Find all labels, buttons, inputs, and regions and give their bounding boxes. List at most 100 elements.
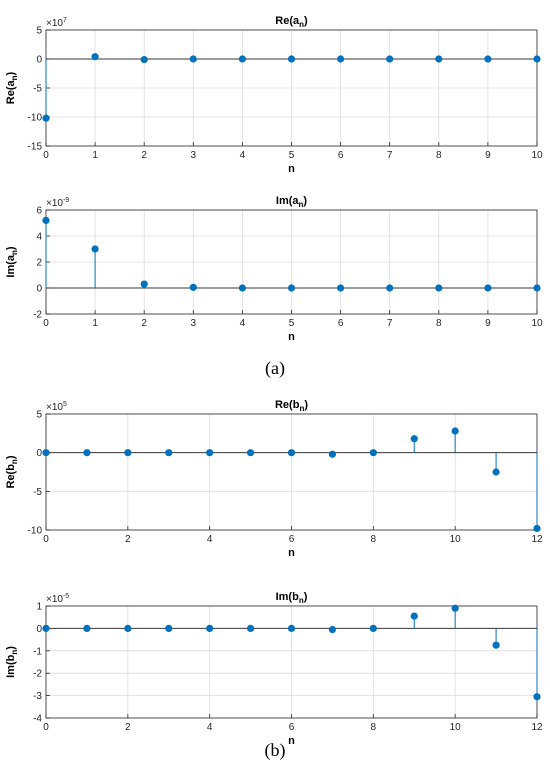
chart3-stem-marker [533, 524, 541, 533]
chart3-y-tick-label: 0 [36, 448, 42, 459]
chart4-y-tick-label: -2 [33, 669, 42, 680]
chart1-y-tick-label: -5 [33, 84, 42, 95]
chart4-stem-marker [328, 625, 337, 634]
chart4-y-tick-label: -3 [33, 691, 42, 702]
chart2-y-tick-label: 0 [36, 284, 42, 295]
chart2-stem-marker [238, 284, 246, 292]
chart3-stem-marker [206, 449, 214, 457]
chart3-y-axis-label: Re(bn) [5, 455, 19, 488]
chart3-y-tick-label: -10 [28, 526, 43, 537]
chart2-x-tick-label: 6 [338, 318, 344, 329]
chart3-stem-marker [492, 468, 500, 476]
chart3-x-tick-label: 10 [450, 534, 462, 545]
caption-b: (b) [264, 740, 286, 760]
chart4-stem-marker [124, 624, 132, 633]
chart1-y-tick-label: -15 [28, 142, 43, 153]
chart1-stem-marker [484, 55, 492, 63]
chart3-x-tick-label: 4 [207, 534, 213, 545]
chart1-x-tick-label: 4 [240, 150, 246, 161]
chart1-stem-marker [189, 55, 197, 63]
chart3-stem-marker [83, 449, 91, 457]
chart3-y-tick-label: 5 [36, 410, 42, 421]
chart4-title: Im(bn) [276, 591, 308, 605]
chart2-stem-marker [435, 284, 443, 292]
chart1-stem-marker [140, 55, 148, 64]
chart4-y-axis-label: Im(bn) [5, 646, 19, 678]
chart4-stem-marker [42, 624, 50, 633]
chart1-stem-marker [238, 55, 246, 63]
chart3-x-tick-label: 0 [43, 534, 49, 545]
chart4-exponent-label: ×10-5 [46, 593, 69, 605]
chart4-y-tick-label: -4 [33, 714, 42, 725]
chart2-title: Im(an) [276, 195, 308, 209]
chart4-x-axis-label: n [288, 735, 295, 747]
chart2-exponent-label: ×10-9 [46, 197, 69, 209]
chart4-x-tick-label: 10 [450, 722, 462, 733]
chart1-y-axis-label: Re(an) [5, 71, 19, 104]
chart2-stem-marker [140, 280, 148, 288]
chart4-stem-marker [83, 624, 91, 633]
chart4-x-tick-label: 6 [289, 722, 295, 733]
chart3-stem-marker [165, 449, 173, 457]
chart2-stem-marker [287, 284, 296, 292]
chart2-x-tick-label: 5 [289, 318, 295, 329]
chart2-y-axis-label: Im(an) [5, 246, 19, 278]
caption-a: (a) [265, 358, 285, 378]
chart1-x-tick-label: 2 [141, 150, 147, 161]
chart1-x-tick-label: 5 [289, 150, 295, 161]
chart2-x-tick-label: 2 [141, 318, 147, 329]
chart2-y-tick-label: -2 [33, 310, 42, 321]
chart4-x-tick-label: 8 [371, 722, 377, 733]
chart3-y-tick-label: -5 [33, 487, 42, 498]
chart3-stem-marker [287, 449, 296, 457]
chart3-x-tick-label: 2 [125, 534, 131, 545]
chart2-stem-marker [533, 284, 541, 292]
chart1-x-tick-label: 0 [43, 150, 49, 161]
chart1-stem-marker [533, 55, 541, 63]
chart4-stem-marker [165, 624, 173, 633]
chart4-x-tick-label: 4 [207, 722, 213, 733]
chart4-stem-marker [369, 624, 377, 633]
chart1-stem-marker [42, 114, 50, 122]
chart1-x-tick-label: 9 [485, 150, 491, 161]
chart1-stem-marker [91, 53, 99, 61]
chart2-x-tick-label: 1 [92, 318, 98, 329]
chart2-y-tick-label: 4 [36, 232, 42, 243]
chart3-stem-marker [42, 449, 50, 457]
chart2-stem-marker [484, 284, 492, 292]
chart1-exponent-label: ×107 [46, 17, 67, 29]
chart3-stem-marker [124, 449, 132, 457]
chart1-stem-marker [337, 55, 345, 63]
chart1-x-tick-label: 7 [387, 150, 393, 161]
chart2-y-tick-label: 2 [36, 258, 42, 269]
chart2-stem-marker [337, 284, 345, 292]
chart4-x-tick-label: 2 [125, 722, 131, 733]
chart2-stem-marker [42, 216, 50, 224]
chart4-y-tick-label: 1 [36, 602, 42, 613]
chart1-stem-marker [287, 55, 296, 63]
chart2-y-tick-label: 6 [36, 206, 42, 217]
chart1-title: Re(an) [275, 15, 308, 29]
chart3-stem-marker [328, 450, 337, 458]
chart4-y-tick-label: 0 [36, 624, 42, 635]
chart3-stem-marker [451, 427, 459, 435]
chart4-x-tick-label: 12 [531, 722, 543, 733]
chart1-y-tick-label: -10 [28, 113, 43, 124]
chart4-stem-marker [533, 693, 541, 701]
chart2-x-tick-label: 0 [43, 318, 49, 329]
chart4-stem-marker [451, 604, 459, 612]
chart3-x-tick-label: 6 [289, 534, 295, 545]
chart3-x-tick-label: 12 [531, 534, 543, 545]
chart2-x-tick-label: 7 [387, 318, 393, 329]
chart2-x-tick-label: 9 [485, 318, 491, 329]
chart1-x-axis-label: n [288, 163, 295, 175]
chart4-stem-marker [410, 612, 418, 620]
chart4-y-tick-label: -1 [33, 646, 42, 657]
chart3-exponent-label: ×105 [46, 401, 67, 413]
chart4-stem-marker [246, 624, 255, 633]
chart1-x-tick-label: 3 [191, 150, 197, 161]
chart4-stem-marker [287, 624, 296, 633]
chart2-stem-marker [91, 245, 99, 253]
chart4-stem-marker [206, 624, 214, 633]
